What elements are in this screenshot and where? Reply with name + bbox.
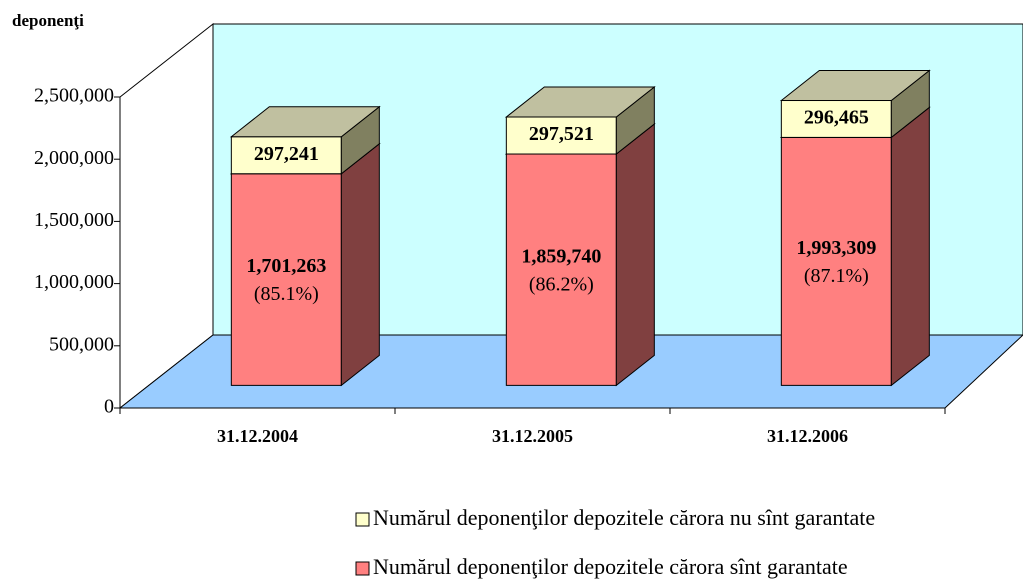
value-label: 1,993,309 <box>796 237 876 259</box>
share-label: (85.1%) <box>254 283 319 305</box>
bar-front <box>505 153 617 386</box>
y-axis-label: deponenţi <box>12 11 84 30</box>
value-label: 297,241 <box>254 143 319 165</box>
x-tick-label: 31.12.2004 <box>217 426 298 446</box>
bar-front <box>780 100 892 138</box>
legend-label: Numărul deponenţilor depozitele cărora n… <box>373 505 875 530</box>
y-tick-label: 500,000 <box>49 333 114 355</box>
x-tick-label: 31.12.2006 <box>767 426 848 446</box>
y-tick-label: 2,000,000 <box>34 147 114 169</box>
bar-top <box>229 106 381 138</box>
bar-side <box>340 142 380 387</box>
value-label: 1,859,740 <box>521 245 601 267</box>
value-label: 296,465 <box>804 107 869 129</box>
value-label: 1,701,263 <box>246 255 326 277</box>
bar-front <box>230 136 342 175</box>
y-tick-label: 1,000,000 <box>34 271 114 293</box>
bar-front <box>505 116 617 155</box>
bar-side <box>615 122 655 387</box>
bar-top <box>779 70 931 102</box>
share-label: (87.1%) <box>804 265 869 287</box>
legend-swatch <box>355 512 370 527</box>
value-label: 297,521 <box>529 123 594 145</box>
bar-top <box>504 86 656 118</box>
y-tick-label: 0 <box>104 396 114 418</box>
share-label: (86.2%) <box>529 273 594 295</box>
y-tick-label: 1,500,000 <box>34 209 114 231</box>
x-tick-label: 31.12.2005 <box>492 426 573 446</box>
bar-side <box>890 106 930 387</box>
legend-swatch <box>355 561 370 576</box>
legend-label: Numărul deponenţilor depozitele cărora s… <box>373 554 848 579</box>
y-tick-label: 2,500,000 <box>34 85 114 107</box>
bar-front <box>780 136 892 386</box>
bar-front <box>230 173 342 386</box>
